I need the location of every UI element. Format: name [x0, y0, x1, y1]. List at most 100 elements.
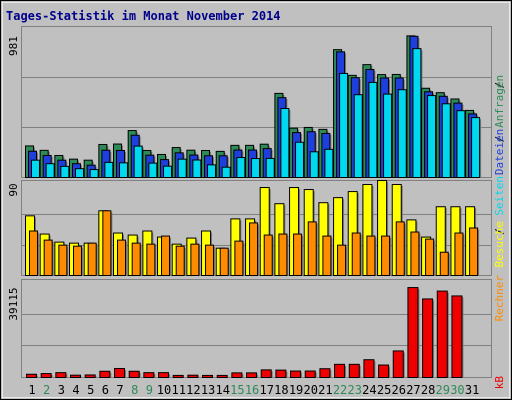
bar-kb [202, 374, 214, 378]
bar-seiten [89, 169, 99, 179]
x-tick-label: 15 [230, 383, 244, 397]
bar-seiten [163, 165, 173, 179]
hits-panel: 981 [7, 26, 492, 179]
volume-ymax-label: 39115 [7, 287, 20, 320]
bar-kb [436, 290, 448, 378]
bar-rechner [190, 243, 200, 276]
legend-separator: / [493, 136, 506, 143]
hits-bars [25, 35, 482, 179]
bar-rechner [219, 247, 229, 276]
x-tick-label: 17 [259, 383, 273, 397]
x-tick-label: 12 [186, 383, 200, 397]
bar-seiten [471, 117, 481, 178]
bar-seiten [280, 108, 290, 178]
x-tick-label: 4 [72, 383, 79, 397]
bar-seiten [75, 168, 85, 178]
x-tick-label: 31 [465, 383, 479, 397]
bar-seiten [295, 141, 305, 179]
x-tick-label: 21 [318, 383, 332, 397]
legend-anfragen: Anfragen [493, 75, 506, 128]
bar-rechner [337, 244, 347, 277]
visits-bars [25, 179, 480, 277]
x-tick-label: 29 [436, 383, 450, 397]
bar-kb [319, 368, 331, 378]
legend-separator: / [493, 82, 506, 89]
bar-rechner [146, 243, 156, 276]
x-tick-label: 19 [289, 383, 303, 397]
bar-seiten [60, 165, 70, 179]
bar-kb [304, 370, 316, 379]
bar-seiten [45, 163, 55, 178]
x-tick-label: 26 [392, 383, 406, 397]
bar-seiten [221, 166, 231, 179]
bar-seiten [207, 164, 217, 178]
bar-rechner [469, 227, 479, 277]
bar-kb [422, 298, 434, 378]
x-tick-label: 23 [348, 383, 362, 397]
x-tick-label: 28 [421, 383, 435, 397]
legend-separator: / [493, 228, 506, 235]
volume-panel: 39115 [7, 279, 492, 379]
bar-kb [99, 370, 111, 378]
x-tick-label: 7 [116, 383, 123, 397]
bar-rechner [175, 245, 185, 277]
visits-ymax-label: 90 [7, 183, 20, 196]
bar-seiten [383, 93, 393, 178]
bar-rechner [102, 210, 112, 277]
bar-rechner [249, 222, 259, 277]
bar-seiten [324, 148, 334, 178]
bar-kb [246, 372, 258, 378]
bar-rechner [425, 238, 435, 277]
bar-rechner [351, 232, 361, 277]
x-tick-label: 1 [28, 383, 35, 397]
visits-legend: Rechner /Besuche [493, 221, 506, 321]
bar-kb [260, 369, 272, 378]
bar-seiten [397, 89, 407, 178]
x-tick-label: 14 [215, 383, 229, 397]
bar-rechner [439, 251, 449, 277]
bar-kb [158, 372, 170, 378]
x-tick-label: 10 [157, 383, 171, 397]
bar-rechner [117, 239, 127, 277]
bar-kb [172, 374, 184, 378]
bar-rechner [366, 235, 376, 276]
bar-rechner [161, 235, 171, 276]
bar-seiten [339, 72, 349, 178]
bar-kb [143, 372, 155, 378]
bar-kb [348, 363, 360, 378]
bar-kb [26, 373, 37, 378]
x-axis-labels: 1 2 3 4 5 6 7 8 9 10 11 12 13 14 15 16 17 18 19 20 21 22 23 24 2… [28, 383, 479, 397]
bar-seiten [456, 110, 466, 178]
bar-rechner [263, 234, 273, 276]
bar-rechner [234, 240, 244, 276]
bar-seiten [104, 161, 114, 179]
visits-panel: 90 [7, 179, 492, 277]
chart-title: Tages-Statistik im Monat November 2014 [6, 9, 281, 23]
x-tick-label: 30 [450, 383, 464, 397]
bar-rechner [73, 245, 83, 277]
x-tick-label: 24 [362, 383, 376, 397]
bar-seiten [427, 95, 437, 178]
legend-besuche: Besuche [493, 221, 506, 267]
bar-kb [451, 295, 463, 378]
bar-kb [128, 370, 140, 378]
bar-rechner [58, 244, 68, 277]
bar-kb [275, 369, 287, 378]
bar-kb [334, 363, 346, 378]
bar-seiten [148, 162, 158, 179]
bar-rechner [322, 235, 332, 276]
bar-rechner [43, 239, 53, 277]
bar-kb [187, 374, 199, 379]
x-tick-label: 5 [87, 383, 94, 397]
x-tick-label: 25 [377, 383, 391, 397]
x-tick-label: 13 [201, 383, 215, 397]
bar-seiten [353, 94, 363, 178]
bar-seiten [192, 159, 202, 178]
bar-seiten [309, 151, 319, 178]
bar-seiten [31, 159, 40, 178]
x-tick-label: 27 [406, 383, 420, 397]
bar-seiten [133, 145, 143, 179]
bar-kb [55, 372, 67, 378]
